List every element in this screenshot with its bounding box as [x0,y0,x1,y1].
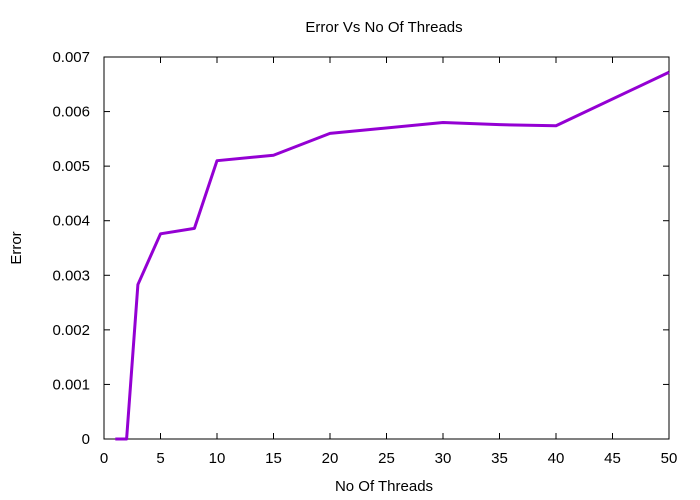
series-line [115,70,670,441]
x-tick-label: 40 [548,450,565,467]
x-tick-label: 10 [209,450,226,467]
y-tick-label: 0.003 [52,267,90,284]
x-tick-label: 0 [100,450,108,467]
x-tick-label: 15 [265,450,282,467]
x-tick-label: 50 [661,450,678,467]
chart-title: Error Vs No Of Threads [305,19,462,36]
y-tick-label: 0.007 [52,49,90,66]
y-tick-label: 0.005 [52,158,90,175]
y-tick-label: 0.006 [52,104,90,121]
y-axis-title: Error [8,231,25,264]
x-tick-label: 25 [378,450,395,467]
x-tick-label: 35 [491,450,508,467]
y-tick-label: 0.001 [52,376,90,393]
x-tick-label: 5 [156,450,164,467]
y-tick-label: 0.002 [52,322,90,339]
y-tick-label: 0.004 [52,213,90,230]
series-layer [115,70,670,441]
plot-frame [103,56,670,440]
x-tick-label: 30 [435,450,452,467]
x-tick-label: 20 [322,450,339,467]
x-axis-title: No Of Threads [335,478,433,495]
y-tick-label: 0 [82,431,90,448]
x-tick-label: 45 [604,450,621,467]
ticks-layer: 0 5 10 15 20 25 30 35 40 45 50 0 0.001 0.002 0.003 0.00… [52,49,677,467]
